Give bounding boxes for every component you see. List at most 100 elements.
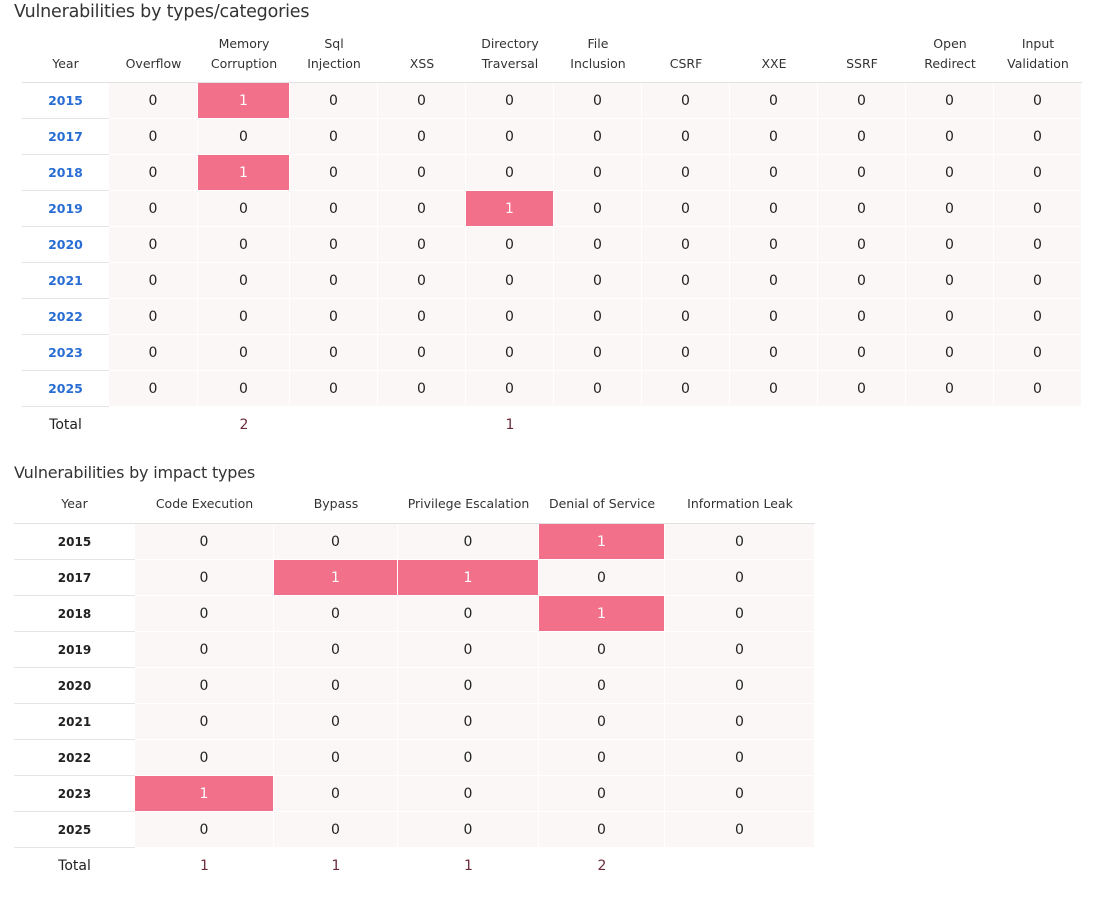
- count-cell: 1: [398, 560, 539, 596]
- count-cell: 0: [378, 191, 466, 227]
- year-cell: 2020: [14, 668, 135, 704]
- count-cell: 0: [398, 632, 539, 668]
- count-cell: 0: [198, 263, 290, 299]
- count-cell: 0: [730, 191, 818, 227]
- year-cell: 2015: [14, 524, 135, 560]
- total-cell: [906, 407, 994, 443]
- year-cell: 2025: [14, 812, 135, 848]
- year-cell: 2023: [14, 776, 135, 812]
- count-cell: 0: [665, 596, 815, 632]
- count-cell: 0: [642, 263, 730, 299]
- year-cell: 2019: [22, 191, 109, 227]
- column-header-open-redirect: Open Redirect: [906, 34, 994, 83]
- count-cell: 0: [994, 227, 1082, 263]
- year-link[interactable]: 2015: [48, 93, 83, 108]
- vulnerabilities-by-type-table: Year Overflow Memory Corruption Sql Inject…: [22, 34, 1082, 443]
- total-row: Total 2 1: [22, 407, 1082, 443]
- count-cell: 0: [274, 632, 398, 668]
- count-cell: 0: [466, 299, 554, 335]
- count-cell: 1: [539, 524, 665, 560]
- count-cell: 0: [994, 191, 1082, 227]
- count-cell: 0: [730, 371, 818, 407]
- year-link[interactable]: 2020: [48, 237, 83, 252]
- count-cell: 0: [642, 371, 730, 407]
- column-header-xss: XSS: [378, 34, 466, 83]
- count-cell: 0: [290, 263, 378, 299]
- total-cell: [378, 407, 466, 443]
- count-cell: 0: [378, 155, 466, 191]
- year-link[interactable]: 2019: [48, 201, 83, 216]
- year-link[interactable]: 2018: [48, 165, 83, 180]
- count-cell: 0: [994, 83, 1082, 119]
- count-cell: 0: [378, 371, 466, 407]
- count-cell: 0: [466, 155, 554, 191]
- count-cell: 0: [539, 632, 665, 668]
- count-cell: 0: [466, 119, 554, 155]
- count-cell: 0: [135, 704, 274, 740]
- table-row: 2019 0 0 0 0 0: [14, 632, 815, 668]
- count-cell: 0: [818, 83, 906, 119]
- total-cell: [994, 407, 1082, 443]
- total-cell: [642, 407, 730, 443]
- column-header-ssrf: SSRF: [818, 34, 906, 83]
- count-cell: 0: [109, 83, 198, 119]
- year-link[interactable]: 2022: [48, 309, 83, 324]
- table-header-row: Year Overflow Memory Corruption Sql Inject…: [22, 34, 1082, 83]
- count-cell: 0: [906, 263, 994, 299]
- table-row: 2015 0 1 0 0 0 0 0 0 0 0 0: [22, 83, 1082, 119]
- count-cell: 0: [274, 704, 398, 740]
- count-cell: 0: [554, 227, 642, 263]
- total-cell: 1: [398, 848, 539, 884]
- count-cell: 0: [554, 371, 642, 407]
- count-cell: 0: [554, 155, 642, 191]
- count-cell: 0: [198, 335, 290, 371]
- count-cell: 0: [109, 371, 198, 407]
- table-row: 2018 0 1 0 0 0 0 0 0 0 0 0: [22, 155, 1082, 191]
- count-cell: 0: [994, 371, 1082, 407]
- table-header-row: Year Code Execution Bypass Privilege Esc…: [14, 494, 815, 524]
- count-cell: 0: [730, 83, 818, 119]
- count-cell: 0: [398, 776, 539, 812]
- total-cell: 1: [135, 848, 274, 884]
- count-cell: 1: [135, 776, 274, 812]
- year-link[interactable]: 2025: [48, 381, 83, 396]
- count-cell: 0: [466, 227, 554, 263]
- table-row: 2022 0 0 0 0 0 0 0 0 0 0 0: [22, 299, 1082, 335]
- year-link[interactable]: 2017: [48, 129, 83, 144]
- count-cell: 0: [906, 299, 994, 335]
- total-label: Total: [22, 407, 109, 443]
- count-cell: 0: [665, 812, 815, 848]
- count-cell: 0: [398, 668, 539, 704]
- year-cell: 2022: [14, 740, 135, 776]
- count-cell: 0: [378, 119, 466, 155]
- count-cell: 0: [994, 299, 1082, 335]
- table-row: 2021 0 0 0 0 0 0 0 0 0 0 0: [22, 263, 1082, 299]
- table-row: 2017 0 1 1 0 0: [14, 560, 815, 596]
- count-cell: 0: [398, 596, 539, 632]
- count-cell: 0: [274, 776, 398, 812]
- count-cell: 0: [906, 119, 994, 155]
- count-cell: 0: [135, 560, 274, 596]
- column-header-bypass: Bypass: [274, 494, 398, 524]
- year-cell: 2017: [14, 560, 135, 596]
- table-row: 2019 0 0 0 0 1 0 0 0 0 0 0: [22, 191, 1082, 227]
- column-header-file-inclusion: File Inclusion: [554, 34, 642, 83]
- year-link[interactable]: 2021: [48, 273, 83, 288]
- count-cell: 0: [539, 668, 665, 704]
- total-cell: [730, 407, 818, 443]
- count-cell: 0: [554, 83, 642, 119]
- count-cell: 0: [539, 776, 665, 812]
- total-cell: [290, 407, 378, 443]
- vulnerabilities-by-impact-table: Year Code Execution Bypass Privilege Esc…: [14, 494, 815, 884]
- count-cell: 0: [906, 371, 994, 407]
- count-cell: 0: [466, 371, 554, 407]
- count-cell: 0: [378, 299, 466, 335]
- count-cell: 0: [642, 155, 730, 191]
- year-cell: 2021: [14, 704, 135, 740]
- count-cell: 0: [665, 668, 815, 704]
- year-link[interactable]: 2023: [48, 345, 83, 360]
- count-cell: 1: [198, 83, 290, 119]
- column-header-csrf: CSRF: [642, 34, 730, 83]
- year-cell: 2018: [14, 596, 135, 632]
- count-cell: 0: [906, 335, 994, 371]
